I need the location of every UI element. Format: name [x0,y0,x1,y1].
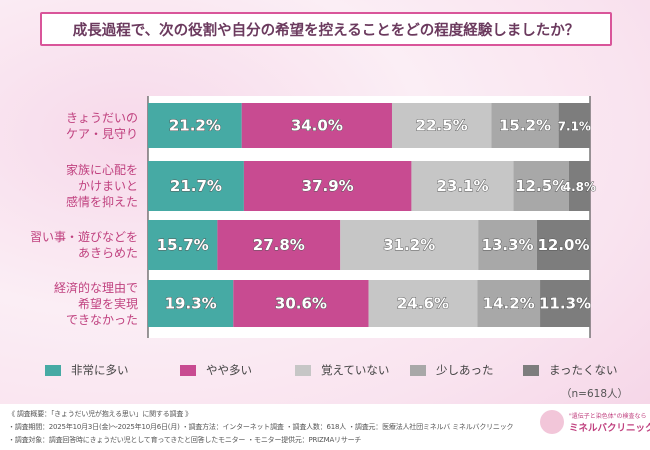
data-label: 19.3% [165,295,217,313]
bar-segment [217,220,341,270]
legend-item: 覚えていない [295,362,389,378]
category-label: 家族に心配を かけまいと 感情を抑えた [65,163,138,209]
legend-swatch [410,364,426,376]
legend-item: 少しあった [410,362,494,378]
category-label: 習い事・遊びなどを あきらめた [29,230,138,260]
logo-tagline: "遺伝子と染色体"の検査なら [569,412,647,420]
legend-item: 非常に多い [45,362,129,378]
bar-segment [536,220,590,270]
bar-segment [148,161,244,211]
data-label: 15.2% [499,117,551,135]
bar-segment [340,220,479,270]
bar-segment [477,280,541,327]
data-label: 21.2% [169,117,221,135]
survey-overview: 《 調査概要：「きょうだい児が抱える思い」に関する調査 》 [8,410,192,418]
bar-segment [540,280,590,327]
bar-segment [243,161,412,211]
data-label: 12.0% [537,236,589,254]
bar-segment [368,280,478,327]
category-label: 経済的な理由で 希望を実現 できなかった [53,280,138,327]
legend-label: 少しあった [436,363,494,377]
legend-swatch [45,364,61,376]
bar-segment [148,280,234,327]
bar-segment [513,161,569,211]
legend-item: やや多い [180,362,252,378]
data-label: 12.5% [515,177,567,195]
legend-label: 覚えていない [321,363,390,377]
data-label: 14.2% [483,295,535,313]
data-label: 22.5% [416,117,468,135]
data-label: 15.7% [157,236,209,254]
legend-swatch [180,364,196,376]
data-label: 23.1% [436,177,488,195]
data-label: 4.8% [563,180,596,194]
data-label: 30.6% [275,295,327,313]
bar-segment [558,103,590,148]
survey-target: ・調査対象：調査回答時にきょうだい児として育ってきたと回答したモニター ・モニタ… [8,436,362,444]
bar-segment [241,103,392,148]
data-label: 37.9% [302,177,354,195]
data-label: 11.3% [539,295,591,313]
data-label: 31.2% [383,236,435,254]
bar-segment [491,103,559,148]
logo-name: ミネルバクリニック [569,422,650,434]
survey-details: ・調査期間：2025年10月3日(金)～2025年10月6日(月) ・調査方法：… [8,423,514,431]
legend-swatch [295,364,311,376]
legend-label: 非常に多い [71,363,129,377]
data-label: 34.0% [291,117,343,135]
category-label: きょうだいの ケア・見守り [65,110,138,141]
bar-segment [148,220,218,270]
legend-item: まったくない [523,362,618,378]
chart-title: 成長過程で、次の役割や自分の希望を控えることをどの程度経験しましたか？ [40,12,612,46]
data-label: 13.3% [482,236,534,254]
data-label: 7.1% [558,120,591,134]
legend-swatch [523,364,539,376]
bar-segment [233,280,369,327]
sample-size: （n=618人） [561,388,628,400]
stacked-bar-chart: 21.2% 34.0% 22.5% 15.2% 7.1% 21.7% 37.9% 23.1% 1… [147,96,596,338]
bar-segment [568,161,590,211]
legend-label: まったくない [549,363,618,377]
bar-segment [478,220,537,270]
bar-segment [391,103,492,148]
bar-segment [411,161,514,211]
bar-segment [148,103,242,148]
logo-icon [540,410,564,434]
legend-label: やや多い [206,363,252,377]
data-label: 21.7% [170,177,222,195]
clinic-logo: "遺伝子と染色体"の検査なら ミネルバクリニック [540,410,650,434]
data-label: 24.6% [397,295,449,313]
footer-text: 《 調査概要：「きょうだい児が抱える思い」に関する調査 》 ・調査期間：2025… [8,408,533,447]
data-label: 27.8% [253,236,305,254]
